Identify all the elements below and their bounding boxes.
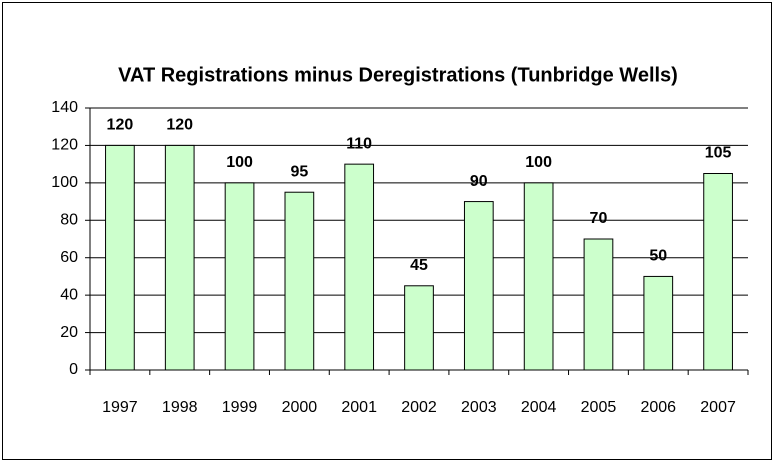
x-tick-label: 1998 xyxy=(162,399,198,416)
x-tick-label: 2001 xyxy=(341,399,377,416)
x-tick-label: 2007 xyxy=(700,399,736,416)
value-label: 100 xyxy=(226,154,253,171)
bar xyxy=(284,191,315,371)
x-tick-label: 2005 xyxy=(581,399,617,416)
bar xyxy=(224,182,255,371)
y-tick-label: 140 xyxy=(51,99,78,116)
y-tick-label: 40 xyxy=(60,286,78,303)
value-label: 120 xyxy=(166,117,193,134)
y-tick-label: 20 xyxy=(60,324,78,341)
value-label: 95 xyxy=(290,163,308,180)
bar xyxy=(344,163,375,371)
x-tick-label: 2006 xyxy=(640,399,676,416)
x-tick-label: 1997 xyxy=(102,399,138,416)
x-tick-label: 2004 xyxy=(521,399,557,416)
value-label: 50 xyxy=(649,248,667,265)
bar xyxy=(164,144,195,371)
value-label: 70 xyxy=(590,210,608,227)
y-tick-label: 60 xyxy=(60,249,78,266)
value-label: 105 xyxy=(705,145,732,162)
bar xyxy=(105,144,135,371)
bar xyxy=(404,285,434,371)
y-tick-label: 0 xyxy=(69,361,78,378)
x-tick-label: 2000 xyxy=(282,399,318,416)
bar xyxy=(523,182,554,371)
y-tick-label: 120 xyxy=(51,137,78,154)
bar xyxy=(703,173,733,371)
bar xyxy=(583,238,614,371)
y-tick-label: 80 xyxy=(60,212,78,229)
value-label: 90 xyxy=(470,173,488,190)
value-label: 100 xyxy=(525,154,552,171)
value-label: 110 xyxy=(346,135,372,152)
x-tick-label: 2002 xyxy=(401,399,437,416)
bar xyxy=(463,201,494,371)
bar xyxy=(643,275,674,371)
x-tick-label: 2003 xyxy=(461,399,497,416)
value-label: 45 xyxy=(410,257,428,274)
chart-title: VAT Registrations minus Deregistrations … xyxy=(118,64,678,86)
y-tick-label: 100 xyxy=(51,174,78,191)
x-tick-label: 1999 xyxy=(222,399,258,416)
value-label: 120 xyxy=(107,117,134,134)
